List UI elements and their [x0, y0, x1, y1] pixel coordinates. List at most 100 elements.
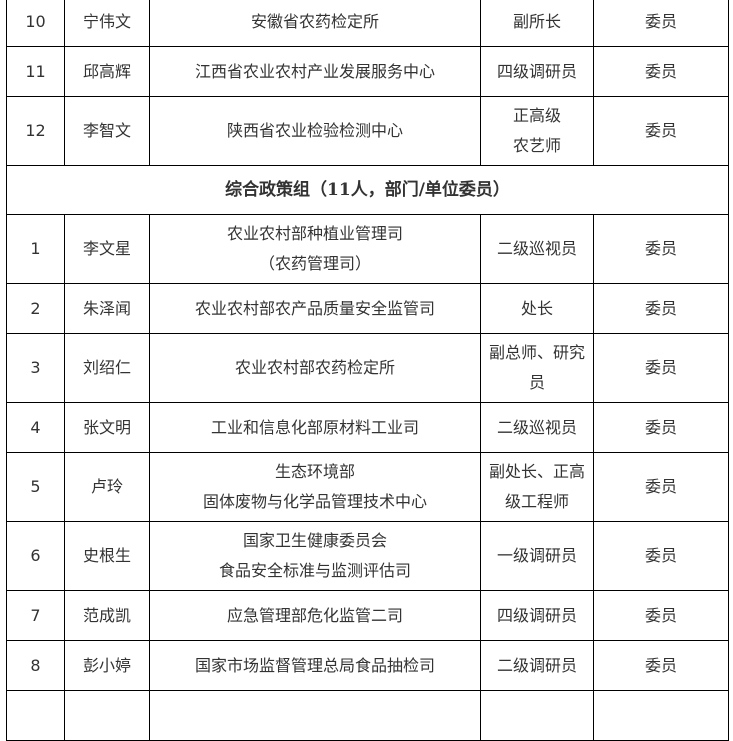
- table-cell: [480, 690, 594, 741]
- member-role: 委员: [593, 0, 729, 47]
- member-name: 李文星: [64, 214, 150, 284]
- table-row: 12 李智文 陕西省农业检验检测中心 正高级 农艺师 委员: [6, 96, 729, 166]
- table-cell: [149, 690, 481, 741]
- member-unit: 农业农村部农药检定所: [149, 333, 481, 403]
- table-row: 1 李文星 农业农村部种植业管理司 （农药管理司） 二级巡视员 委员: [6, 214, 729, 284]
- member-name: 朱泽闻: [64, 283, 150, 334]
- member-unit: 陕西省农业检验检测中心: [149, 96, 481, 166]
- member-unit-line: 农业农村部农药检定所: [234, 358, 395, 377]
- member-role: 委员: [593, 452, 729, 522]
- member-title-line: 四级调研员: [496, 61, 577, 81]
- member-unit-line: 工业和信息化部原材料工业司: [210, 417, 419, 437]
- member-unit: 安徽省农药检定所: [149, 0, 481, 47]
- member-title: 处长: [480, 283, 594, 334]
- member-unit-line: 应急管理部危化监管二司: [226, 605, 403, 625]
- row-number: 6: [6, 521, 65, 591]
- member-unit-line: 固体废物与化学品管理技术中心: [202, 492, 427, 511]
- table-row: 4 张文明 工业和信息化部原材料工业司 二级巡视员 委员: [6, 402, 729, 453]
- member-unit-line: 农业农村部农产品质量安全监管司: [194, 298, 435, 318]
- member-unit-line: 安徽省农药检定所: [250, 11, 379, 31]
- row-number: 7: [6, 590, 65, 641]
- member-unit: 工业和信息化部原材料工业司: [149, 402, 481, 453]
- member-title: 四级调研员: [480, 590, 594, 641]
- row-number: 4: [6, 402, 65, 453]
- table-row: 3 刘绍仁 农业农村部农药检定所 副总师、研究员委员: [6, 333, 729, 403]
- member-unit-line: 江西省农业农村产业发展服务中心: [194, 61, 435, 81]
- member-title-line: 处长: [520, 298, 553, 318]
- member-name: 宁伟文: [64, 0, 150, 47]
- member-unit-line: 国家卫生健康委员会: [242, 531, 387, 550]
- member-unit: 国家市场监督管理总局食品抽检司: [149, 640, 481, 691]
- member-role: 委员: [593, 96, 729, 166]
- member-role: 委员: [593, 214, 729, 284]
- committee-table: 10 宁伟文 安徽省农药检定所 副所长 委员 11 邱高辉 江西省农业农村产业发展服务中心 四级…: [6, 0, 729, 741]
- table-row: 6 史根生 国家卫生健康委员会 食品安全标准与监测评估司 一级调研员 委员: [6, 521, 729, 591]
- row-number: 11: [6, 46, 65, 97]
- member-name: 刘绍仁: [64, 333, 150, 403]
- member-role: 委员: [593, 521, 729, 591]
- member-unit: 农业农村部农产品质量安全监管司: [149, 283, 481, 334]
- table-cell: [64, 690, 150, 741]
- table-row: 7 范成凯 应急管理部危化监管二司 四级调研员 委员: [6, 590, 729, 641]
- member-name: 范成凯: [64, 590, 150, 641]
- member-title: 二级调研员: [480, 640, 594, 691]
- member-title: 四级调研员: [480, 46, 594, 97]
- member-name: 李智文: [64, 96, 150, 166]
- member-unit: 生态环境部固体废物与化学品管理技术中心: [149, 452, 481, 522]
- row-number: 10: [6, 0, 65, 47]
- member-unit-line: 农业农村部种植业管理司: [226, 224, 403, 243]
- table-row: 2 朱泽闻 农业农村部农产品质量安全监管司 处长 委员: [6, 283, 729, 334]
- member-title-line: 级工程师: [504, 492, 569, 511]
- table-row: 8 彭小婷 国家市场监督管理总局食品抽检司 二级调研员 委员: [6, 640, 729, 691]
- member-role: 委员: [593, 333, 729, 403]
- member-title: 副处长、正高 级工程师: [480, 452, 594, 522]
- row-number: 5: [6, 452, 65, 522]
- member-name: 史根生: [64, 521, 150, 591]
- member-title-line: 二级巡视员: [496, 239, 577, 258]
- member-unit-line: （农药管理司）: [258, 254, 371, 273]
- member-unit-line: 食品安全标准与监测评估司: [218, 561, 411, 580]
- member-name: 彭小婷: [64, 640, 150, 691]
- member-title-line: 一级调研员: [496, 546, 577, 565]
- member-title-line: 员: [528, 373, 545, 392]
- member-role: 委员: [593, 283, 729, 334]
- group-header: 综合政策组（11人，部门/单位委员）: [6, 165, 729, 215]
- table-row: 11 邱高辉 江西省农业农村产业发展服务中心 四级调研员 委员: [6, 46, 729, 97]
- member-title-line: 正高级: [512, 106, 561, 125]
- member-title: 二级巡视员: [480, 402, 594, 453]
- member-unit: 国家卫生健康委员会食品安全标准与监测评估司: [149, 521, 481, 591]
- row-number: 12: [6, 96, 65, 166]
- member-role: 委员: [593, 590, 729, 641]
- member-name: 卢玲: [64, 452, 150, 522]
- member-title-line: 四级调研员: [496, 605, 577, 625]
- member-role: 委员: [593, 46, 729, 97]
- member-unit-line: 生态环境部: [274, 462, 355, 481]
- member-role: 委员: [593, 640, 729, 691]
- member-unit: 农业农村部种植业管理司 （农药管理司）: [149, 214, 481, 284]
- member-name: 邱高辉: [64, 46, 150, 97]
- member-title-line: 副总师、研究: [488, 343, 585, 362]
- row-number: 3: [6, 333, 65, 403]
- member-unit-line: 陕西省农业检验检测中心: [226, 121, 403, 140]
- member-title: 副总师、研究员: [480, 333, 594, 403]
- table-cell: [6, 690, 65, 741]
- member-title-line: 二级调研员: [496, 655, 577, 675]
- table-row: 5 卢玲 生态环境部 固体废物与化学品管理技术中心 副处长、正高 级工程师 委员: [6, 452, 729, 522]
- table-cell: [593, 690, 729, 741]
- row-number: 8: [6, 640, 65, 691]
- member-title-line: 二级巡视员: [496, 417, 577, 437]
- member-title-line: 副处长、正高: [488, 462, 585, 481]
- member-title-line: 副所长: [512, 11, 561, 31]
- member-unit: 江西省农业农村产业发展服务中心: [149, 46, 481, 97]
- member-title: 一级调研员: [480, 521, 594, 591]
- member-unit-line: 国家市场监督管理总局食品抽检司: [194, 655, 435, 675]
- member-title: 二级巡视员: [480, 214, 594, 284]
- member-unit: 应急管理部危化监管二司: [149, 590, 481, 641]
- member-title-line: 农艺师: [512, 136, 561, 155]
- member-role: 委员: [593, 402, 729, 453]
- member-title: 副所长: [480, 0, 594, 47]
- table-row: 10 宁伟文 安徽省农药检定所 副所长 委员: [6, 0, 729, 47]
- member-title: 正高级 农艺师: [480, 96, 594, 166]
- row-number: 1: [6, 214, 65, 284]
- member-name: 张文明: [64, 402, 150, 453]
